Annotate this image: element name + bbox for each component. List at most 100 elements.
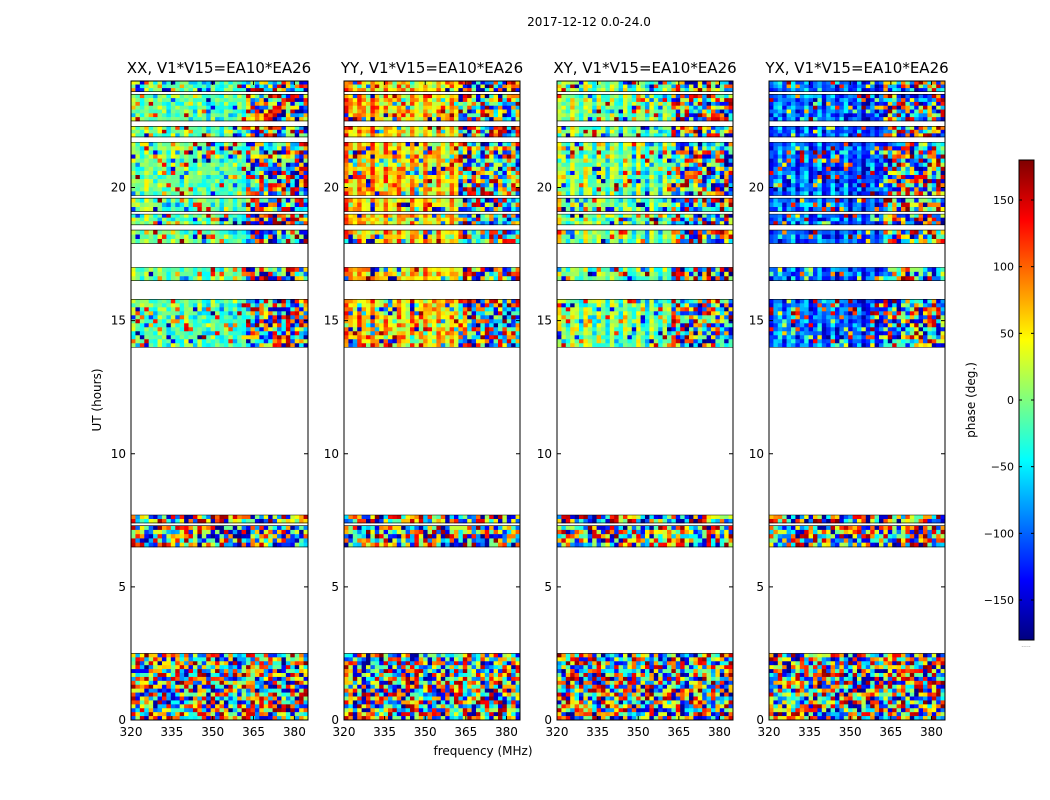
heat-cell [436,704,442,709]
heat-cell [285,669,291,674]
heat-cell [303,542,309,548]
heat-cell [379,339,384,344]
heat-cell [263,311,269,316]
heat-cell [201,525,207,531]
heat-cell [192,101,198,107]
heat-cell [462,299,468,304]
heat-cell [184,525,189,531]
heat-cell [344,700,349,705]
heat-cell [161,217,167,222]
heat-cell [303,113,309,118]
heat-cell [361,657,367,662]
heat-cell [144,202,149,208]
heat-cell [144,191,149,196]
heat-cell [135,708,141,713]
heat-cell [344,704,349,709]
heat-cell [410,657,415,662]
heat-cell [192,230,198,235]
heat-cell [436,303,442,308]
heat-cell [476,665,481,670]
heat-cell [423,518,428,524]
heat-cell [498,207,503,212]
heat-cell [206,221,211,226]
heat-cell [272,166,278,172]
heat-cell [254,653,260,658]
heat-cell [161,183,167,188]
heat-cell [480,669,486,674]
heat-cell [219,183,225,188]
heat-cell [241,299,247,304]
heat-cell [480,311,486,316]
heat-cell [192,271,198,277]
heat-cell [241,696,247,701]
heat-cell [184,214,189,218]
heat-cell [197,665,203,670]
heat-cell [175,129,180,134]
heat-cell [418,331,424,336]
heat-cell [379,700,384,705]
heat-cell [396,217,402,222]
heat-cell [454,323,459,328]
heat-cell [366,518,371,524]
heat-cell [157,323,163,328]
heat-cell [281,339,287,344]
heat-cell [201,673,207,678]
heat-cell [184,704,189,709]
heat-cell [484,712,490,717]
heat-cell [290,680,296,686]
heat-cell [263,538,269,543]
heat-cell [170,538,176,543]
heat-cell [153,214,158,218]
heat-cell [144,514,149,520]
heat-cell [449,684,455,689]
heat-cell [254,319,260,324]
heat-cell [148,98,154,103]
heat-cell [210,126,216,131]
heat-cell [348,518,354,524]
heat-cell [197,207,203,212]
heat-cell [374,217,380,222]
heat-cell [268,716,273,721]
heat-cell [232,700,238,705]
heat-cell [254,234,260,240]
heat-cell [290,311,296,316]
heat-cell [498,238,503,244]
heat-cell [458,230,464,235]
heat-cell [366,267,371,273]
heat-cell [484,323,490,328]
heat-cell [144,267,149,273]
heat-cell [241,81,247,85]
heat-cell [506,303,512,308]
heat-cell [131,669,136,674]
heat-cell [188,81,194,85]
heat-cell [144,653,149,658]
heat-cell [232,146,238,151]
heat-cell [290,154,296,159]
heat-cell [268,299,273,304]
heat-cell [458,661,464,666]
heat-cell [303,704,309,709]
heat-cell [223,676,229,682]
heat-cell [148,708,154,713]
heat-cell [462,704,468,709]
heat-cell [366,680,371,686]
heat-cell [515,538,521,543]
heat-cell [157,673,163,678]
heat-cell [228,704,234,709]
heat-cell [228,101,234,107]
heat-cell [432,525,437,531]
heat-cell [215,175,220,180]
heat-cell [157,175,163,180]
heat-cell [135,101,141,107]
heat-cell [454,716,459,721]
heat-cell [294,323,300,328]
heat-cell [511,676,516,682]
heat-cell [210,708,216,713]
heat-cell [259,518,265,524]
heat-cell [219,331,225,336]
heat-cell [161,311,167,316]
heat-cell [290,117,296,122]
heat-cell [139,680,145,686]
heat-cell [374,198,380,203]
heat-cell [418,202,424,208]
